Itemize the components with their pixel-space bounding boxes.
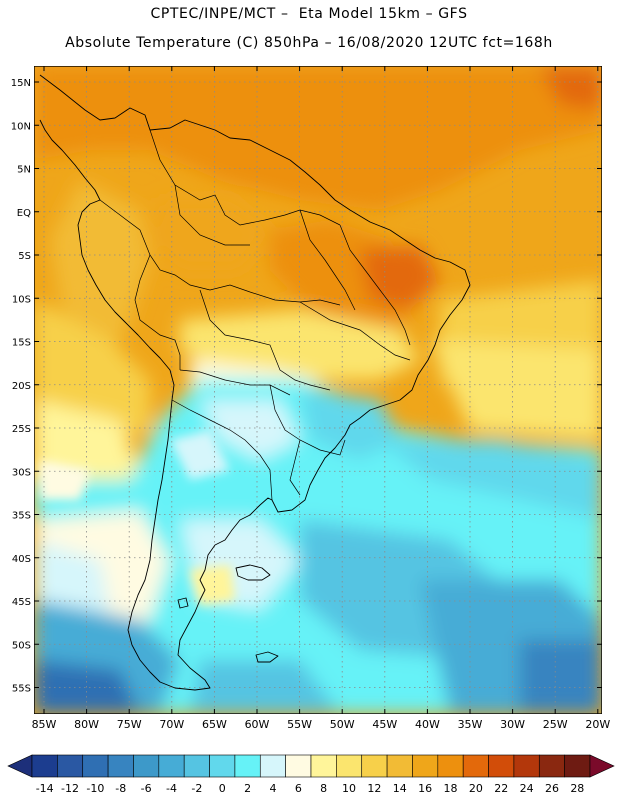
colorbar-swatch xyxy=(57,754,84,778)
longitude-axis: 85W 80W 75W 70W 65W 60W 55W 50W 45W 40W 35W 30W 25W 2… xyxy=(32,718,611,731)
colorbar-swatch xyxy=(158,754,185,778)
colorbar-label: 16 xyxy=(418,782,432,795)
longitude-label: 85W xyxy=(32,718,57,731)
longitude-label: 70W xyxy=(159,718,184,731)
latitude-label: 20S xyxy=(12,381,31,392)
latitude-label: 10N xyxy=(11,121,31,132)
colorbar-label: -4 xyxy=(166,782,177,795)
colorbar-swatch xyxy=(538,754,565,778)
longitude-label: 30W xyxy=(500,718,525,731)
latitude-label: 55S xyxy=(12,684,31,695)
colorbar-label: 26 xyxy=(545,782,559,795)
longitude-label: 25W xyxy=(543,718,568,731)
colorbar-swatch xyxy=(133,754,160,778)
colorbar-under-triangle xyxy=(7,754,33,778)
latitude-label: 15N xyxy=(11,78,31,89)
colorbar-swatch xyxy=(209,754,236,778)
colorbar-label: -8 xyxy=(115,782,126,795)
longitude-label: 35W xyxy=(458,718,483,731)
colorbar-label: 22 xyxy=(494,782,508,795)
temperature-field xyxy=(34,66,602,714)
colorbar-swatch xyxy=(107,754,134,778)
latitude-label: EQ xyxy=(17,208,31,219)
colorbar-swatch xyxy=(82,754,109,778)
latitude-label: 15S xyxy=(12,338,31,349)
colorbar-swatch xyxy=(259,754,286,778)
colorbar-label: 2 xyxy=(244,782,251,795)
longitude-label: 75W xyxy=(117,718,142,731)
longitude-label: 50W xyxy=(330,718,355,731)
longitude-label: 80W xyxy=(74,718,99,731)
colorbar-swatch xyxy=(513,754,540,778)
latitude-label: 5N xyxy=(17,165,31,176)
colorbar-swatch xyxy=(234,754,261,778)
colorbar-label: 18 xyxy=(444,782,458,795)
latitude-label: 10S xyxy=(12,294,31,305)
longitude-label: 55W xyxy=(287,718,312,731)
colorbar-label: 0 xyxy=(219,782,226,795)
colorbar-label: 6 xyxy=(295,782,302,795)
country-borders xyxy=(99,129,411,501)
colorbar-swatch xyxy=(437,754,464,778)
latitude-label: 5S xyxy=(18,251,31,262)
colorbar-label: -12 xyxy=(61,782,79,795)
colorbar-over-triangle xyxy=(589,754,615,778)
colorbar: -14 -12 -10 -8 -6 -4 -2 0 2 4 6 8 10 12 14 16 18 20 22 24 26… xyxy=(7,754,615,795)
colorbar-label: 12 xyxy=(367,782,381,795)
colorbar-label: 10 xyxy=(342,782,356,795)
latitude-label: 30S xyxy=(12,467,31,478)
colorbar-label: 28 xyxy=(570,782,584,795)
colorbar-label: -6 xyxy=(141,782,152,795)
colorbar-label: -10 xyxy=(86,782,104,795)
colorbar-label: -14 xyxy=(36,782,54,795)
colorbar-label: -2 xyxy=(191,782,202,795)
colorbar-label: 4 xyxy=(269,782,276,795)
colorbar-swatch xyxy=(412,754,439,778)
colorbar-label: 20 xyxy=(469,782,483,795)
colorbar-label: 8 xyxy=(320,782,327,795)
colorbar-label: 24 xyxy=(520,782,534,795)
colorbar-swatch xyxy=(310,754,337,778)
colorbar-swatch xyxy=(564,754,591,778)
longitude-label: 20W xyxy=(585,718,610,731)
latitude-label: 40S xyxy=(12,554,31,565)
colorbar-swatch xyxy=(285,754,312,778)
colorbar-swatch xyxy=(183,754,210,778)
latitude-label: 35S xyxy=(12,511,31,522)
longitude-label: 45W xyxy=(372,718,397,731)
latitude-label: 50S xyxy=(12,640,31,651)
coastlines xyxy=(39,74,471,691)
longitude-label: 65W xyxy=(202,718,227,731)
colorbar-swatch xyxy=(31,754,58,778)
longitude-label: 60W xyxy=(245,718,270,731)
colorbar-swatch xyxy=(462,754,489,778)
colorbar-swatch xyxy=(336,754,363,778)
colorbar-label: 14 xyxy=(393,782,407,795)
colorbar-swatch xyxy=(488,754,515,778)
latitude-axis: 15N 10N 5N EQ 5S 10S 15S 20S 25S 30S 35S 40S 45S 50S 5… xyxy=(11,78,31,695)
map-title-line-1: CPTEC/INPE/MCT – Eta Model 15km – GFS xyxy=(150,6,468,22)
colorbar-swatch xyxy=(386,754,413,778)
latitude-label: 45S xyxy=(12,597,31,608)
map-title-line-2: Absolute Temperature (C) 850hPa – 16/08/… xyxy=(65,35,553,51)
longitude-label: 40W xyxy=(415,718,440,731)
latitude-label: 25S xyxy=(12,424,31,435)
colorbar-swatch xyxy=(361,754,388,778)
